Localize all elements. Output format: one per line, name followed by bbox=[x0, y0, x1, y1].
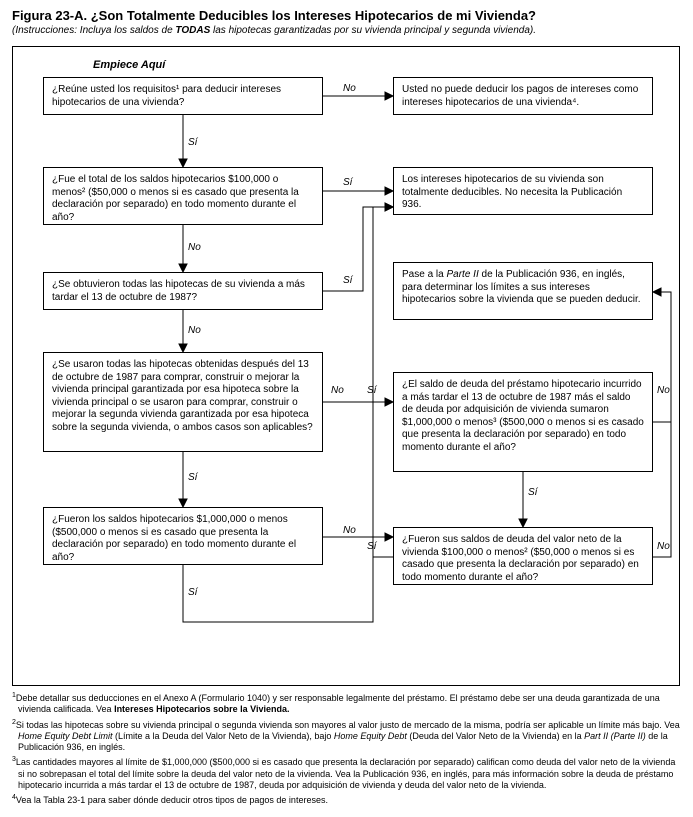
fn1-bold: Intereses Hipotecarios sobre la Vivienda… bbox=[114, 704, 289, 714]
lbl-q5-yes: Sí bbox=[188, 587, 197, 598]
footnote-3: 3Las cantidades mayores al límite de $1,… bbox=[12, 756, 681, 791]
lbl-q5r-no: No bbox=[657, 385, 670, 396]
box-q1: ¿Reúne usted los requisitos¹ para deduci… bbox=[43, 77, 323, 115]
box-q4: ¿Se usaron todas las hipotecas obtenidas… bbox=[43, 352, 323, 452]
fn2-a: Si todas las hipotecas sobre su vivienda… bbox=[16, 720, 680, 730]
lbl-q2-no: No bbox=[188, 242, 201, 253]
box-r2: Los intereses hipotecarios de su viviend… bbox=[393, 167, 653, 215]
lbl-q3-no: No bbox=[188, 325, 201, 336]
fn2-c: (Deuda del Valor Neto de la Vivienda) en… bbox=[407, 731, 584, 741]
box-q6r: ¿Fueron sus saldos de deuda del valor ne… bbox=[393, 527, 653, 585]
box-r3: Pase a la Parte II de la Publicación 936… bbox=[393, 262, 653, 320]
box-r1: Usted no puede deducir los pagos de inte… bbox=[393, 77, 653, 115]
lbl-q1-yes: Sí bbox=[188, 137, 197, 148]
footnote-2: 2Si todas las hipotecas sobre su viviend… bbox=[12, 719, 681, 754]
instr-bold: TODAS bbox=[175, 25, 210, 36]
fn2-i3: Part II (Parte II) bbox=[584, 731, 646, 741]
lbl-q1-no: No bbox=[343, 83, 356, 94]
fn2-i1: Home Equity Debt Limit bbox=[18, 731, 113, 741]
lbl-q3-yes: Sí bbox=[343, 275, 352, 286]
footnotes: 1Debe detallar sus deducciones en el Ane… bbox=[12, 692, 681, 806]
lbl-q4-q5r-yes: Sí bbox=[367, 385, 376, 396]
instr-prefix: (Instrucciones: Incluya los saldos de bbox=[12, 25, 175, 36]
box-q2: ¿Fue el total de los saldos hipotecarios… bbox=[43, 167, 323, 225]
lbl-q2-yes: Sí bbox=[343, 177, 352, 188]
figure-title: Figura 23-A. ¿Son Totalmente Deducibles … bbox=[12, 8, 681, 23]
r3-italic: Parte II bbox=[446, 269, 478, 280]
instr-suffix: las hipotecas garantizadas por su vivien… bbox=[210, 25, 536, 36]
fn2-b: (Límite a la Deuda del Valor Neto de la … bbox=[113, 731, 334, 741]
footnote-4: 4Vea la Tabla 23-1 para saber dónde dedu… bbox=[12, 794, 681, 806]
lbl-q5-no: No bbox=[343, 525, 356, 536]
lbl-q6r-no: No bbox=[657, 541, 670, 552]
box-q5r: ¿El saldo de deuda del préstamo hipoteca… bbox=[393, 372, 653, 472]
fn1-text: Debe detallar sus deducciones en el Anex… bbox=[16, 693, 660, 714]
box-q3: ¿Se obtuvieron todas las hipotecas de su… bbox=[43, 272, 323, 310]
fn3-text: Las cantidades mayores al límite de $1,0… bbox=[16, 757, 675, 790]
lbl-q4-yes: Sí bbox=[188, 472, 197, 483]
lbl-q4-no: No bbox=[331, 385, 344, 396]
r3-pre: Pase a la bbox=[402, 269, 446, 280]
lbl-q6r-yes: Sí bbox=[367, 541, 376, 552]
footnote-1: 1Debe detallar sus deducciones en el Ane… bbox=[12, 692, 681, 716]
fn2-i2: Home Equity Debt bbox=[334, 731, 407, 741]
box-q5: ¿Fueron los saldos hipotecarios $1,000,0… bbox=[43, 507, 323, 565]
flowchart-frame: Empiece Aquí ¿Reúne usted los requisitos… bbox=[12, 46, 680, 686]
figure-instructions: (Instrucciones: Incluya los saldos de TO… bbox=[12, 25, 681, 36]
start-label: Empiece Aquí bbox=[93, 59, 165, 71]
lbl-q5r-yes: Sí bbox=[528, 487, 537, 498]
